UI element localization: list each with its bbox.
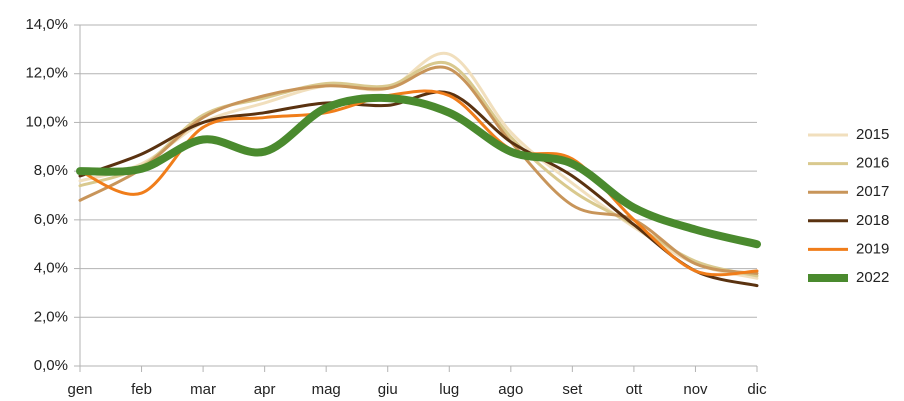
y-tick-label: 10,0% [25, 113, 68, 130]
y-tick-label: 2,0% [34, 308, 68, 325]
legend: 2015 2016 2017 2018 2019 2022 [808, 126, 889, 286]
x-tick-label: giu [378, 381, 398, 398]
series-line [76, 93, 761, 249]
x-tick-label: apr [254, 381, 276, 398]
x-tick-label: gen [67, 381, 92, 398]
y-tick-label: 6,0% [34, 211, 68, 228]
x-tick-label: mar [190, 381, 216, 398]
x-tick-label: mag [312, 381, 341, 398]
legend-label: 2015 [856, 126, 889, 143]
y-tick-label: 8,0% [34, 162, 68, 179]
legend-label: 2022 [856, 269, 889, 286]
series-line [78, 89, 759, 277]
x-tick-label: lug [439, 381, 459, 398]
y-tick-label: 12,0% [25, 65, 68, 82]
y-tick-label: 4,0% [34, 260, 68, 277]
legend-label: 2017 [856, 183, 889, 200]
x-tick-label: feb [131, 381, 152, 398]
x-tick-label: ago [498, 381, 523, 398]
legend-label: 2019 [856, 240, 889, 257]
x-tick-label: dic [747, 381, 767, 398]
x-tick-label: set [562, 381, 583, 398]
x-tick-label: nov [683, 381, 708, 398]
x-tick-label: ott [626, 381, 644, 398]
y-tick-label: 14,0% [25, 16, 68, 33]
series-line [78, 51, 759, 280]
legend-label: 2018 [856, 212, 889, 229]
y-tick-label: 0,0% [34, 357, 68, 374]
legend-label: 2016 [856, 155, 889, 172]
series-line [78, 90, 759, 288]
